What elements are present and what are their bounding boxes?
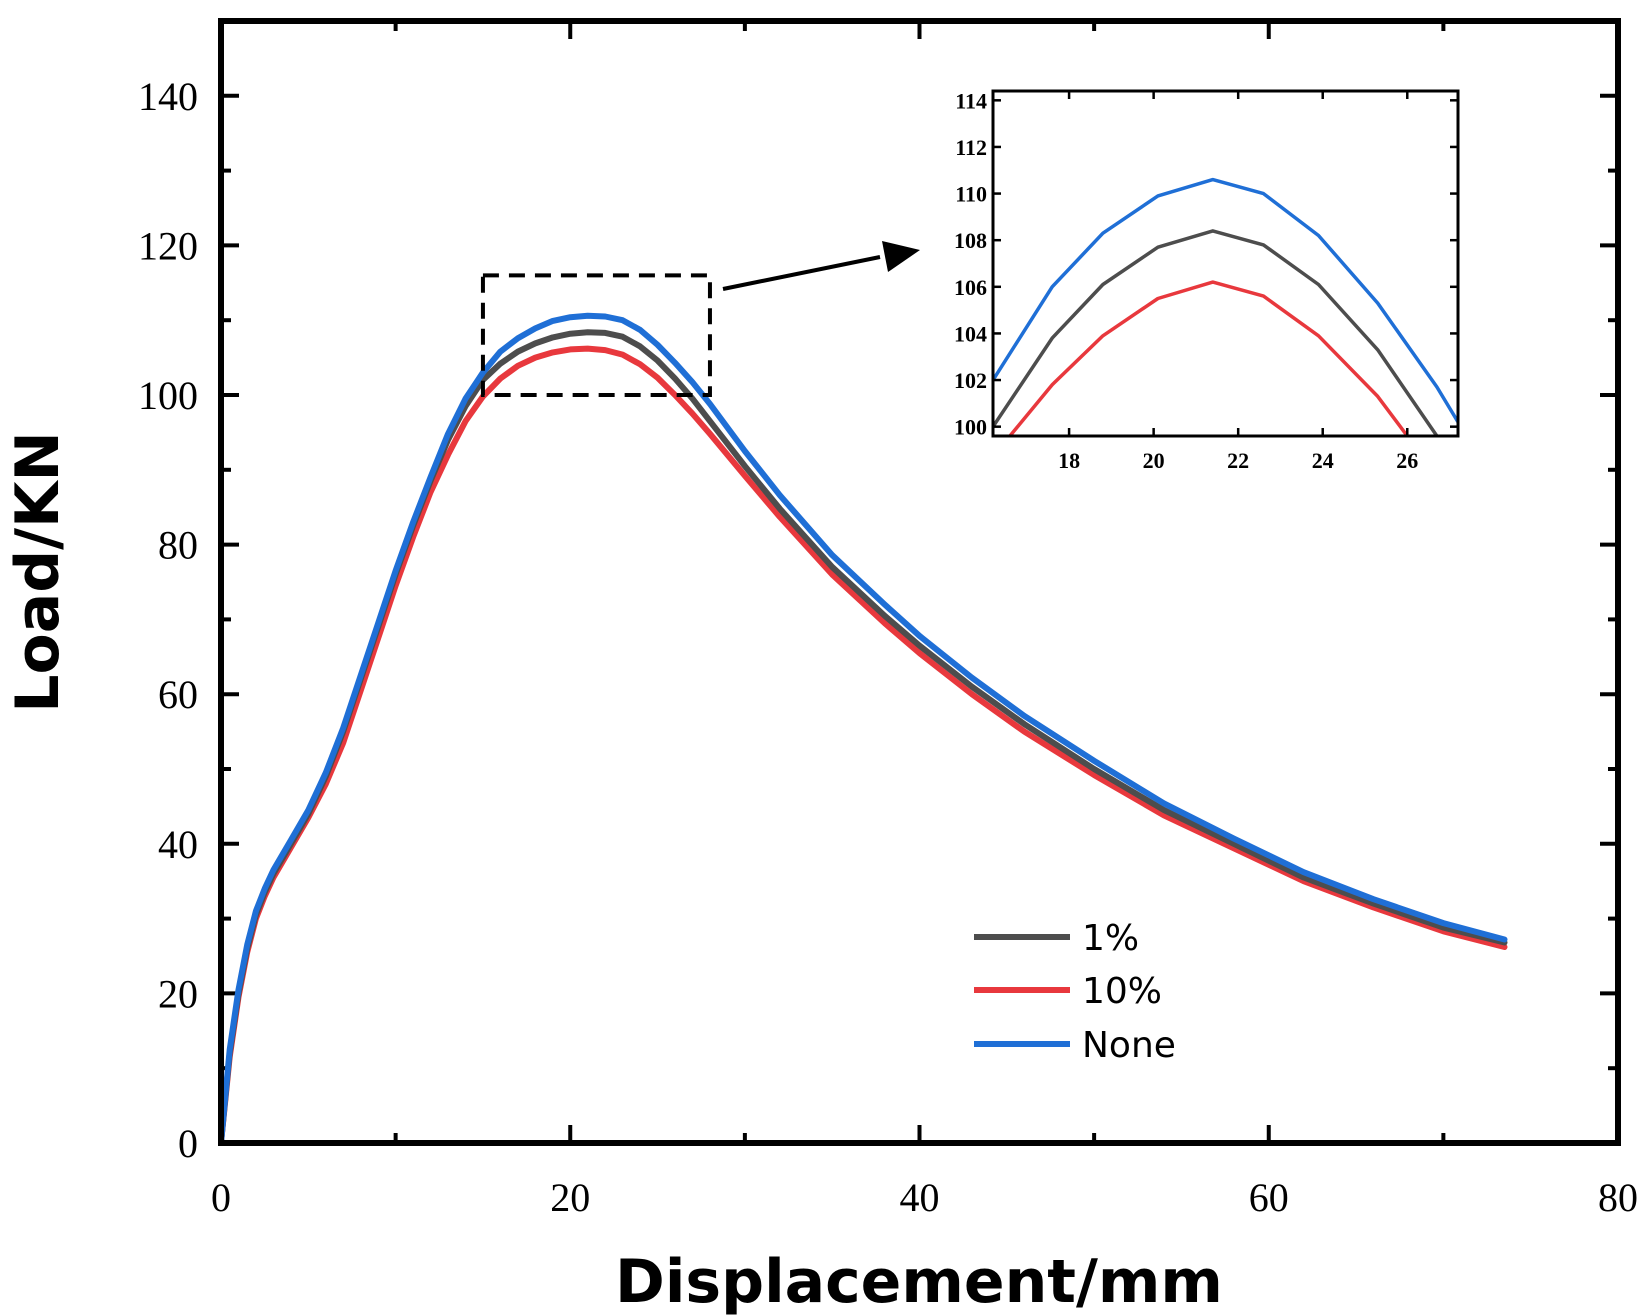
legend-label-1pct: 1%: [1082, 918, 1139, 959]
legend-label-10pct: 10%: [1082, 971, 1162, 1012]
y-tick-label: 100: [138, 373, 198, 418]
y-tick-label: 120: [138, 223, 198, 268]
inset-frame: [991, 89, 1460, 438]
main-tick-labels: 0 20 40 60 80 0 20 40 60 80 100 120 140: [138, 74, 1638, 1220]
inset-y-tick-label: 104: [954, 321, 987, 346]
inset-x-tick-label: 20: [1143, 448, 1165, 473]
inset-x-tick-label: 22: [1227, 448, 1249, 473]
x-axis-title: Displacement/mm: [615, 1247, 1223, 1315]
inset-series-line-1pct: [993, 229, 1439, 436]
inset-y-tick-label: 110: [955, 182, 987, 207]
y-tick-label: 40: [158, 822, 198, 867]
plot-frame: [218, 18, 1621, 1146]
y-tick-label: 0: [178, 1121, 198, 1166]
inset-y-tick-label: 114: [955, 88, 987, 113]
zoom-indicator: [480, 241, 920, 398]
y-tick-label: 20: [158, 971, 198, 1016]
inset-y-tick-label: 112: [955, 135, 987, 160]
zoom-arrow-head: [882, 241, 920, 272]
inset-y-tick-label: 100: [954, 415, 987, 440]
x-tick-label: 0: [211, 1175, 231, 1220]
inset-plot: 18 20 22 24 26 100 102 104 106 108 110 112 114: [954, 88, 1460, 473]
inset-series-group: [993, 177, 1458, 436]
x-tick-label: 40: [900, 1175, 940, 1220]
inset-background: [993, 91, 1458, 436]
inset-x-tick-label: 24: [1312, 448, 1334, 473]
inset-x-tick-label: 18: [1058, 448, 1080, 473]
x-tick-label: 60: [1249, 1175, 1289, 1220]
y-tick-label: 60: [158, 672, 198, 717]
x-tick-label: 20: [550, 1175, 590, 1220]
main-series-group: [218, 312, 1508, 1146]
y-axis-title: Load/KN: [3, 431, 73, 713]
legend: 1% 10% None: [974, 918, 1176, 1066]
inset-y-tick-label: 102: [954, 368, 987, 393]
inset-y-tick-label: 106: [954, 275, 987, 300]
zoom-arrow-line: [722, 255, 881, 291]
inset-x-tick-label: 26: [1396, 448, 1418, 473]
legend-label-none: None: [1082, 1025, 1176, 1066]
y-tick-label: 140: [138, 74, 198, 119]
y-tick-label: 80: [158, 523, 198, 568]
x-tick-label: 80: [1598, 1175, 1638, 1220]
zoom-region-box: [480, 273, 712, 398]
series-line-none: [218, 312, 1508, 1146]
inset-series-line-none: [993, 177, 1458, 423]
inset-series-line-10pct: [1008, 280, 1409, 436]
inset-y-tick-label: 108: [954, 228, 987, 253]
